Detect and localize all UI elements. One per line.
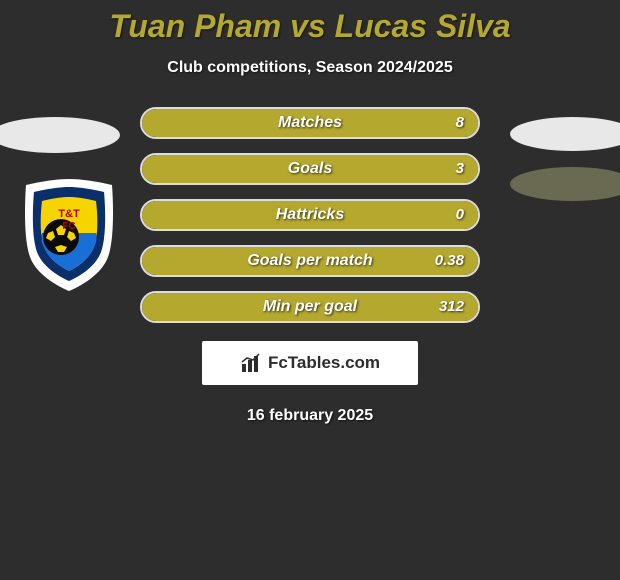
- right-oval-bottom-placeholder: [510, 167, 620, 201]
- club-badge-svg: T&T FC: [18, 175, 120, 295]
- stat-bar-hattricks: Hattricks 0: [140, 199, 480, 231]
- brand-text: FcTables.com: [268, 353, 380, 373]
- club-badge: T&T FC: [18, 175, 120, 295]
- stat-bar-min-per-goal: Min per goal 312: [140, 291, 480, 323]
- stat-bars: Matches 8 Goals 3 Hattricks 0 Goals per …: [140, 107, 480, 323]
- stat-value: 312: [439, 293, 464, 321]
- stat-value: 0.38: [435, 247, 464, 275]
- stat-value: 3: [456, 155, 464, 183]
- stat-label: Goals: [142, 155, 478, 183]
- stat-bar-goals-per-match: Goals per match 0.38: [140, 245, 480, 277]
- comparison-content: T&T FC Matches 8 Goals 3 Hattricks 0 Goa…: [0, 107, 620, 425]
- stat-value: 8: [456, 109, 464, 137]
- stat-bar-matches: Matches 8: [140, 107, 480, 139]
- stat-bar-goals: Goals 3: [140, 153, 480, 185]
- left-oval-placeholder: [0, 117, 120, 153]
- page-subtitle: Club competitions, Season 2024/2025: [0, 59, 620, 77]
- date-label: 16 february 2025: [0, 407, 620, 425]
- badge-label: T&T: [58, 208, 80, 220]
- badge-label-fc: FC: [62, 221, 75, 232]
- right-oval-top-placeholder: [510, 117, 620, 151]
- stat-label: Min per goal: [142, 293, 478, 321]
- stat-label: Hattricks: [142, 201, 478, 229]
- page-title: Tuan Pham vs Lucas Silva: [0, 0, 620, 45]
- stat-label: Matches: [142, 109, 478, 137]
- stat-value: 0: [456, 201, 464, 229]
- brand-box[interactable]: FcTables.com: [202, 341, 418, 385]
- bar-chart-icon: [240, 352, 262, 374]
- stat-label: Goals per match: [142, 247, 478, 275]
